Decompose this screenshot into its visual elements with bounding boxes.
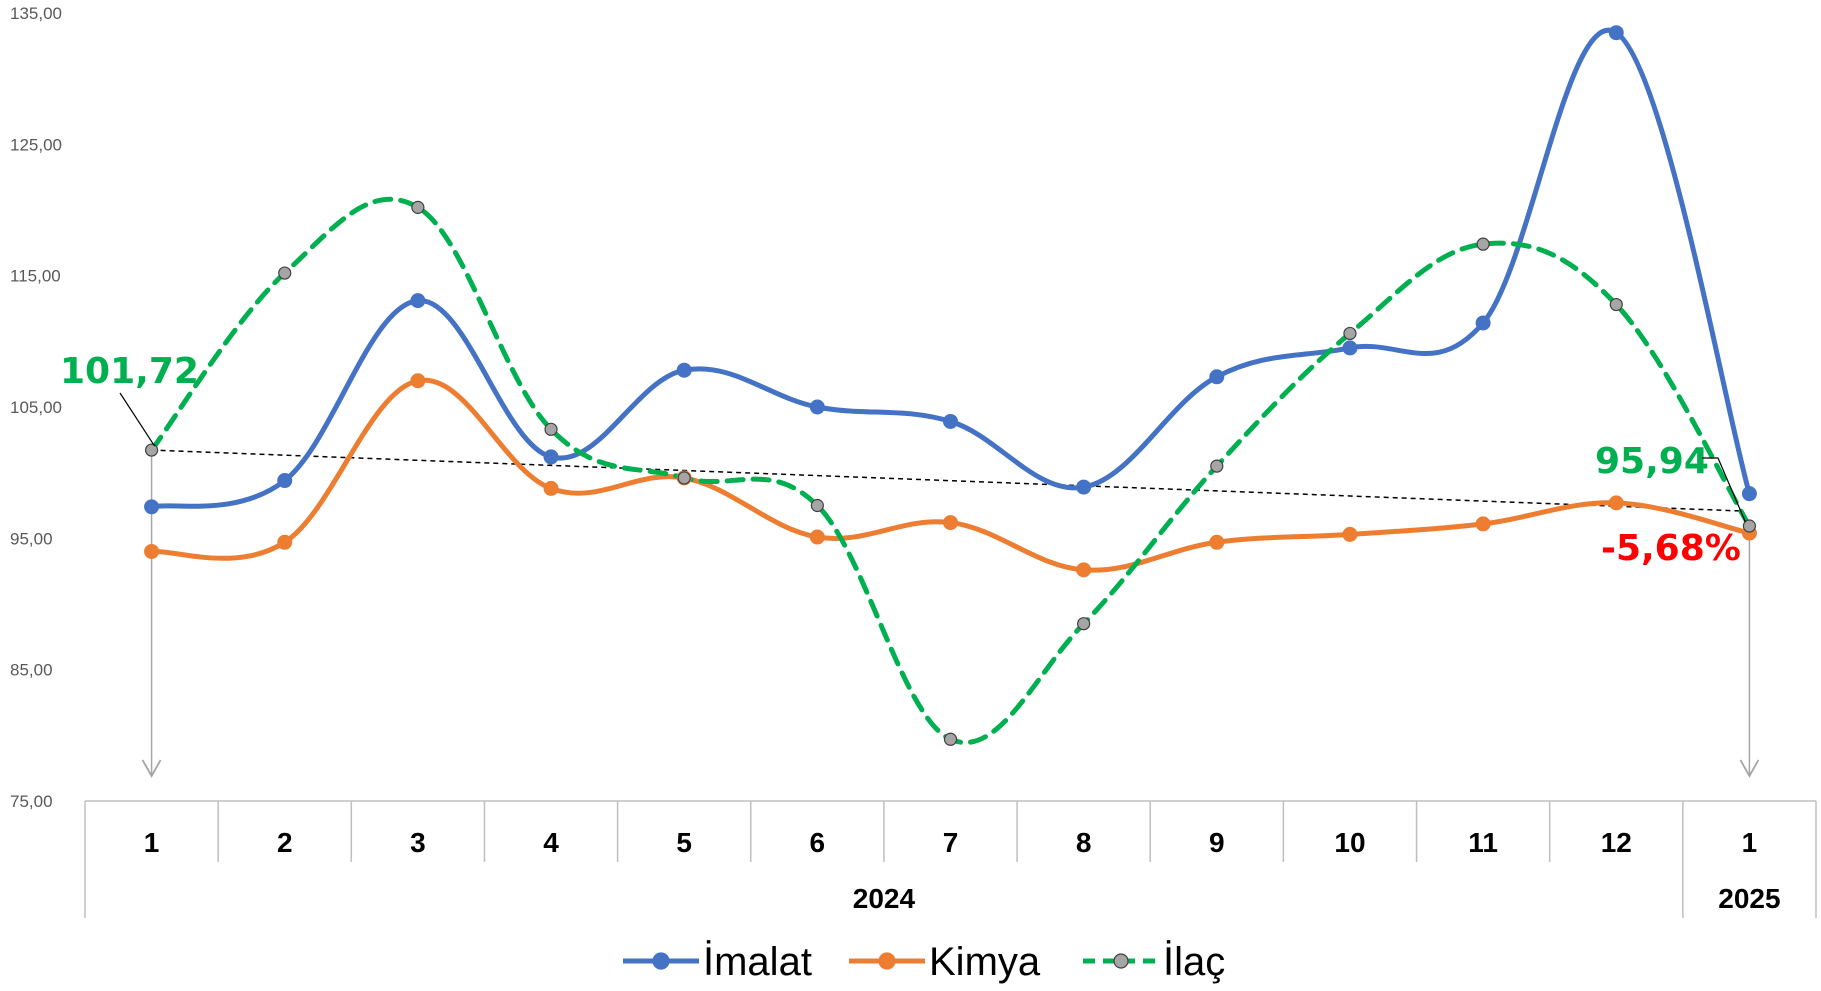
leader-line-end (1702, 457, 1746, 523)
data-point-İmalat (1209, 369, 1225, 385)
trendline-line (151, 449, 1742, 512)
y-tick-label: 125,00 (10, 135, 62, 154)
y-tick-label: 115,00 (10, 267, 61, 286)
series-lines (149, 27, 1752, 745)
y-tick-label: 95,00 (10, 529, 53, 548)
start-value-label: 101,72 (60, 351, 199, 392)
series-line-İmalat (149, 27, 1752, 510)
legend-marker-Kimya (878, 952, 896, 970)
legend: İmalat Kimya İlaç (623, 939, 1225, 984)
x-tick-label: 2 (277, 827, 293, 858)
x-tick-label: 7 (943, 827, 959, 858)
change-percent-label: -5,68% (1601, 528, 1741, 569)
x-tick-label: 8 (1076, 827, 1092, 858)
leader-line-start (119, 392, 156, 447)
data-point-İmalat (676, 362, 692, 378)
y-tick-label: 135,00 (10, 4, 62, 23)
data-point-İlaç (943, 732, 958, 746)
data-point-İlaç (1609, 297, 1623, 312)
data-point-Kimya (1608, 495, 1624, 511)
data-point-İmalat (809, 399, 825, 415)
x-tick-label: 10 (1334, 827, 1365, 858)
x-tick-label: 11 (1468, 827, 1498, 858)
data-point-İmalat (1608, 25, 1624, 41)
x-tick-label: 5 (676, 827, 692, 858)
data-point-Kimya (1076, 562, 1092, 578)
data-point-Kimya (543, 480, 559, 496)
data-point-İmalat (1076, 479, 1092, 495)
data-point-İmalat (410, 293, 426, 309)
data-point-İmalat (277, 473, 293, 489)
data-point-İlaç (278, 266, 292, 280)
data-point-Kimya (1342, 526, 1358, 542)
data-point-Kimya (1475, 516, 1491, 532)
data-point-İlaç (544, 422, 558, 436)
data-point-İlaç (411, 200, 425, 214)
x-tick-label: 1 (1742, 827, 1758, 858)
data-point-İlaç (1742, 519, 1757, 533)
year-label: 2024 (853, 883, 916, 914)
data-point-İmalat (543, 449, 559, 465)
y-tick-label: 85,00 (10, 661, 53, 680)
data-point-İlaç (1476, 237, 1490, 251)
data-point-İmalat (1475, 315, 1491, 331)
x-tick-label: 3 (410, 827, 426, 858)
guide-arrow-head (141, 759, 162, 778)
series-line-Kimya (149, 377, 1752, 573)
year-label: 2025 (1718, 883, 1780, 914)
data-point-İlaç (1210, 459, 1224, 473)
annotations: 101,72 95,94 -5,68% (60, 351, 1746, 569)
legend-label: İmalat (703, 939, 812, 984)
data-point-Kimya (943, 515, 958, 531)
trendline (141, 449, 1760, 778)
data-point-İmalat (943, 413, 958, 429)
y-tick-label: 75,00 (10, 792, 53, 811)
x-tick-label: 6 (810, 827, 826, 858)
series-markers (144, 25, 1757, 746)
series-line-İlaç (149, 196, 1752, 745)
data-point-Kimya (1209, 534, 1225, 550)
legend-marker-İlaç (1113, 953, 1129, 969)
y-tick-label: 105,00 (10, 398, 62, 417)
data-point-Kimya (144, 543, 160, 559)
data-point-İmalat (1342, 340, 1358, 356)
data-point-İlaç (1343, 326, 1357, 341)
data-point-İmalat (1741, 486, 1757, 502)
legend-label: İlaç (1163, 939, 1225, 984)
x-tick-label: 9 (1209, 827, 1225, 858)
data-point-İlaç (810, 498, 824, 513)
x-tick-label: 12 (1601, 827, 1632, 858)
data-point-Kimya (809, 529, 825, 545)
x-tick-label: 4 (543, 827, 559, 858)
data-point-İlaç (1077, 617, 1091, 631)
end-value-label: 95,94 (1595, 441, 1709, 482)
y-axis-ticks: 75,00 85,00 95,00 105,00 115,00 125,00 135,00 (10, 4, 62, 811)
data-point-İlaç (677, 471, 691, 485)
data-point-Kimya (277, 534, 293, 550)
legend-label: Kimya (929, 940, 1041, 984)
x-tick-label: 1 (144, 827, 160, 858)
legend-marker-İmalat (652, 952, 670, 970)
data-point-İlaç (144, 443, 159, 457)
guide-arrow-head (1739, 759, 1760, 778)
data-point-Kimya (410, 373, 426, 389)
data-point-İmalat (144, 499, 160, 515)
